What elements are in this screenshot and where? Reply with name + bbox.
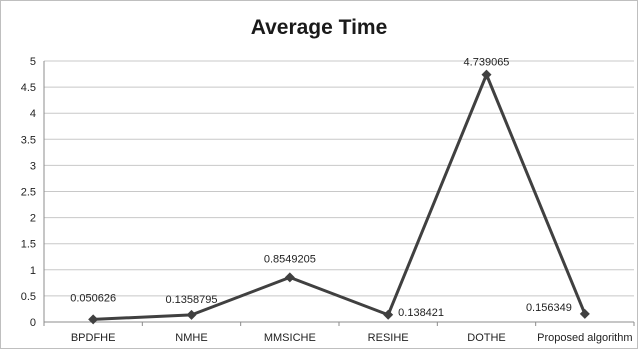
series-markers	[88, 69, 590, 325]
data-label-5: 0.156349	[526, 302, 572, 314]
y-tick-label-10: 5	[30, 56, 36, 68]
series-line-path	[93, 73, 587, 321]
y-tick-label-7: 3.5	[21, 134, 36, 146]
data-point-3	[383, 309, 394, 320]
data-point-2	[284, 272, 295, 283]
series-line	[93, 73, 587, 321]
y-tick-label-2: 1	[30, 265, 36, 277]
data-point-4	[481, 69, 492, 80]
data-label-0: 0.050626	[70, 292, 116, 304]
x-tick-labels: BPDFHE NMHE MMSICHE RESIHE DOTHE Proposed alg…	[71, 332, 633, 344]
data-label-2: 0.8549205	[264, 253, 316, 265]
axes	[43, 61, 635, 326]
y-tick-label-8: 4	[30, 108, 36, 120]
y-tick-label-3: 1.5	[21, 239, 36, 251]
x-tick-label-3: RESIHE	[368, 332, 409, 344]
x-tick-label-5: Proposed algorithm	[537, 332, 632, 344]
y-tick-label-9: 4.5	[21, 82, 36, 94]
data-point-0	[88, 314, 99, 325]
y-tick-label-5: 2.5	[21, 187, 36, 199]
data-labels: 0.050626 0.1358795 0.8549205 0.138421 4.7390…	[70, 57, 572, 319]
x-tick-label-1: NMHE	[175, 332, 207, 344]
y-tick-labels: 0 0.5 1 1.5 2 2.5 3 3.5 4 4.5 5	[21, 56, 36, 329]
data-label-1: 0.1358795	[166, 294, 218, 306]
data-label-3: 0.138421	[398, 307, 444, 319]
x-tick-label-0: BPDFHE	[71, 332, 116, 344]
x-tick-label-2: MMSICHE	[264, 332, 316, 344]
data-label-4: 4.739065	[464, 57, 510, 69]
chart-title: Average Time	[250, 16, 388, 39]
gridlines	[44, 60, 634, 297]
x-tick-label-4: DOTHE	[467, 332, 506, 344]
y-tick-label-4: 2	[30, 213, 36, 225]
y-tick-label-6: 3	[30, 160, 36, 172]
data-point-1	[186, 309, 197, 320]
data-point-5	[579, 308, 590, 319]
y-tick-label-1: 0.5	[21, 291, 36, 303]
y-tick-label-0: 0	[30, 317, 36, 329]
